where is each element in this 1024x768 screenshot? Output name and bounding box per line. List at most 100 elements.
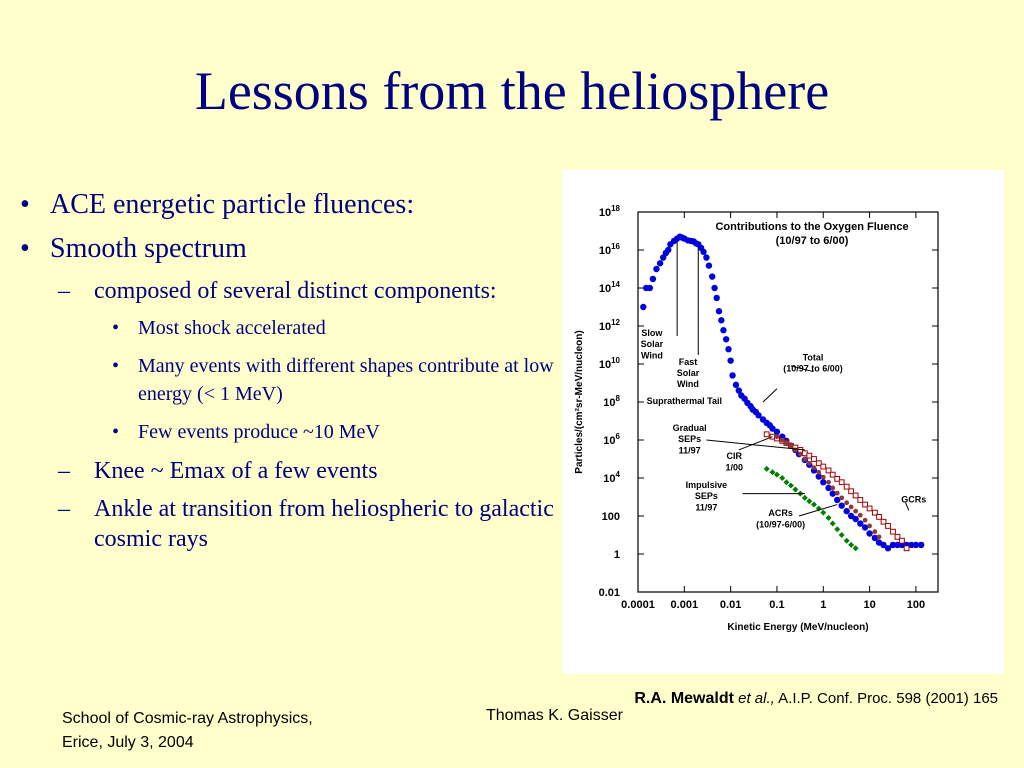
- data-point-series-1: [843, 483, 850, 490]
- data-point-series-0: [908, 541, 915, 549]
- sub-sub-bullet-1: Most shock accelerated: [14, 314, 554, 342]
- data-point-series-1: [876, 513, 882, 520]
- data-point-series-0: [732, 381, 740, 389]
- footer-place-date: Erice, July 3, 2004: [62, 734, 194, 751]
- annotation-label: CIR: [727, 451, 743, 461]
- data-point-series-0: [709, 273, 716, 280]
- data-point-series-1: [894, 533, 901, 540]
- x-tick-label: 1: [820, 599, 826, 611]
- data-point-series-1: [852, 492, 859, 499]
- annotation-label: Solar: [677, 368, 700, 378]
- data-point-series-2: [784, 440, 789, 446]
- data-point-series-1: [820, 463, 827, 470]
- y-tick-exponent: 8: [616, 394, 621, 403]
- data-point-series-0: [917, 541, 925, 549]
- annotation-label: 11/97: [679, 445, 701, 455]
- data-point-series-1: [885, 523, 891, 529]
- data-point-series-3: [779, 475, 786, 481]
- data-point-series-1: [815, 460, 822, 467]
- data-point-series-0: [735, 387, 742, 394]
- annotation-label: 1/00: [726, 462, 744, 472]
- y-tick-label: 1018: [599, 204, 621, 219]
- annotation-label: ACRs: [768, 508, 793, 518]
- data-point-series-0: [755, 412, 762, 419]
- data-point-series-0: [884, 545, 892, 552]
- data-point-series-2: [788, 443, 794, 449]
- data-point-series-1: [857, 497, 864, 503]
- data-point-series-2: [816, 469, 822, 475]
- y-tick-exponent: 16: [611, 242, 620, 251]
- data-point-series-1: [866, 505, 873, 512]
- x-tick-label: 10: [863, 599, 875, 611]
- data-point-series-0: [703, 254, 710, 261]
- x-axis-label: Kinetic Energy (MeV/nucleon): [727, 622, 868, 633]
- data-point-series-2: [820, 474, 826, 480]
- data-point-series-1: [829, 471, 836, 478]
- x-tick-label: 0.0001: [621, 599, 655, 611]
- data-point-series-3: [773, 471, 780, 478]
- oxygen-fluence-chart-panel: 0.0001 0.001 0.01 0.1 1 10 100 1018 1016 1014 1012…: [562, 170, 1004, 674]
- data-point-series-2: [779, 437, 785, 443]
- data-point-series-0: [769, 425, 776, 432]
- data-point-series-0: [722, 336, 730, 343]
- y-tick-label: 108: [603, 394, 620, 409]
- data-point-series-0: [852, 515, 859, 523]
- data-point-series-1: [763, 431, 770, 438]
- data-point-series-3: [801, 494, 808, 501]
- annotation-leader: [798, 504, 838, 517]
- y-tick-label: 0.01: [599, 587, 620, 599]
- data-point-series-1: [806, 452, 813, 459]
- data-point-series-0: [665, 246, 672, 254]
- y-tick-label: 1014: [599, 280, 621, 295]
- annotation-leader: [905, 502, 910, 511]
- data-point-series-2: [857, 512, 863, 518]
- oxygen-fluence-chart: 0.0001 0.001 0.01 0.1 1 10 1001018101610141012…: [574, 204, 939, 633]
- data-point-series-0: [912, 541, 920, 549]
- data-point-series-2: [774, 434, 780, 440]
- data-point-series-2: [839, 495, 845, 501]
- data-point-series-0: [656, 260, 664, 267]
- sub-bullet-3: Ankle at transition from heliospheric to…: [14, 494, 554, 554]
- data-point-series-2: [792, 447, 798, 453]
- y-axis-label: Particles/(cm²sr-MeV/nucleon): [574, 330, 585, 473]
- data-point-series-2: [830, 485, 836, 491]
- data-point-series-0: [838, 502, 845, 509]
- data-point-series-0: [880, 541, 887, 549]
- data-point-series-3: [787, 482, 794, 489]
- data-point-series-3: [792, 486, 799, 493]
- data-point-series-1: [903, 545, 910, 552]
- y-tick-exponent: 18: [611, 204, 620, 213]
- y-tick-exponent: 10: [611, 356, 620, 365]
- x-tick-label: 0.1: [769, 599, 784, 611]
- chart-subtitle: (10/97 to 6/00): [776, 235, 849, 247]
- y-tick-exponent: 6: [616, 432, 621, 441]
- bullet-2: Smooth spectrum: [14, 232, 554, 266]
- sub-bullet-2: Knee ~ Emax of a few events: [14, 456, 554, 486]
- data-point-series-2: [876, 534, 882, 540]
- data-point-series-3: [848, 541, 855, 548]
- annotation-label: SEPs: [695, 491, 718, 501]
- x-tick-label: 0.01: [720, 599, 741, 611]
- data-point-series-1: [890, 528, 896, 535]
- data-point-series-3: [820, 509, 827, 516]
- data-point-series-3: [843, 537, 850, 544]
- data-point-series-1: [899, 537, 905, 544]
- annotation-label: Wind: [641, 350, 663, 360]
- data-point-series-2: [872, 529, 878, 535]
- annotation-label: (10/97 to 6/00): [783, 364, 843, 374]
- data-point-series-1: [880, 518, 887, 525]
- data-point-series-2: [802, 456, 808, 462]
- data-point-series-3: [810, 501, 817, 508]
- bullet-1: ACE energetic particle fluences:: [14, 188, 554, 222]
- data-point-series-3: [852, 545, 859, 552]
- annotation-label: Gradual: [673, 423, 707, 433]
- data-point-series-0: [715, 308, 723, 315]
- y-tick-label: 106: [603, 432, 620, 447]
- sub-bullet-1: composed of several distinct components:: [14, 276, 554, 306]
- data-point-series-3: [783, 479, 790, 486]
- data-point-series-0: [825, 484, 832, 492]
- annotation-label: Fast: [679, 357, 698, 367]
- citation-etal: et al.,: [738, 690, 775, 707]
- data-point-series-2: [834, 490, 840, 496]
- data-point-series-3: [769, 469, 776, 476]
